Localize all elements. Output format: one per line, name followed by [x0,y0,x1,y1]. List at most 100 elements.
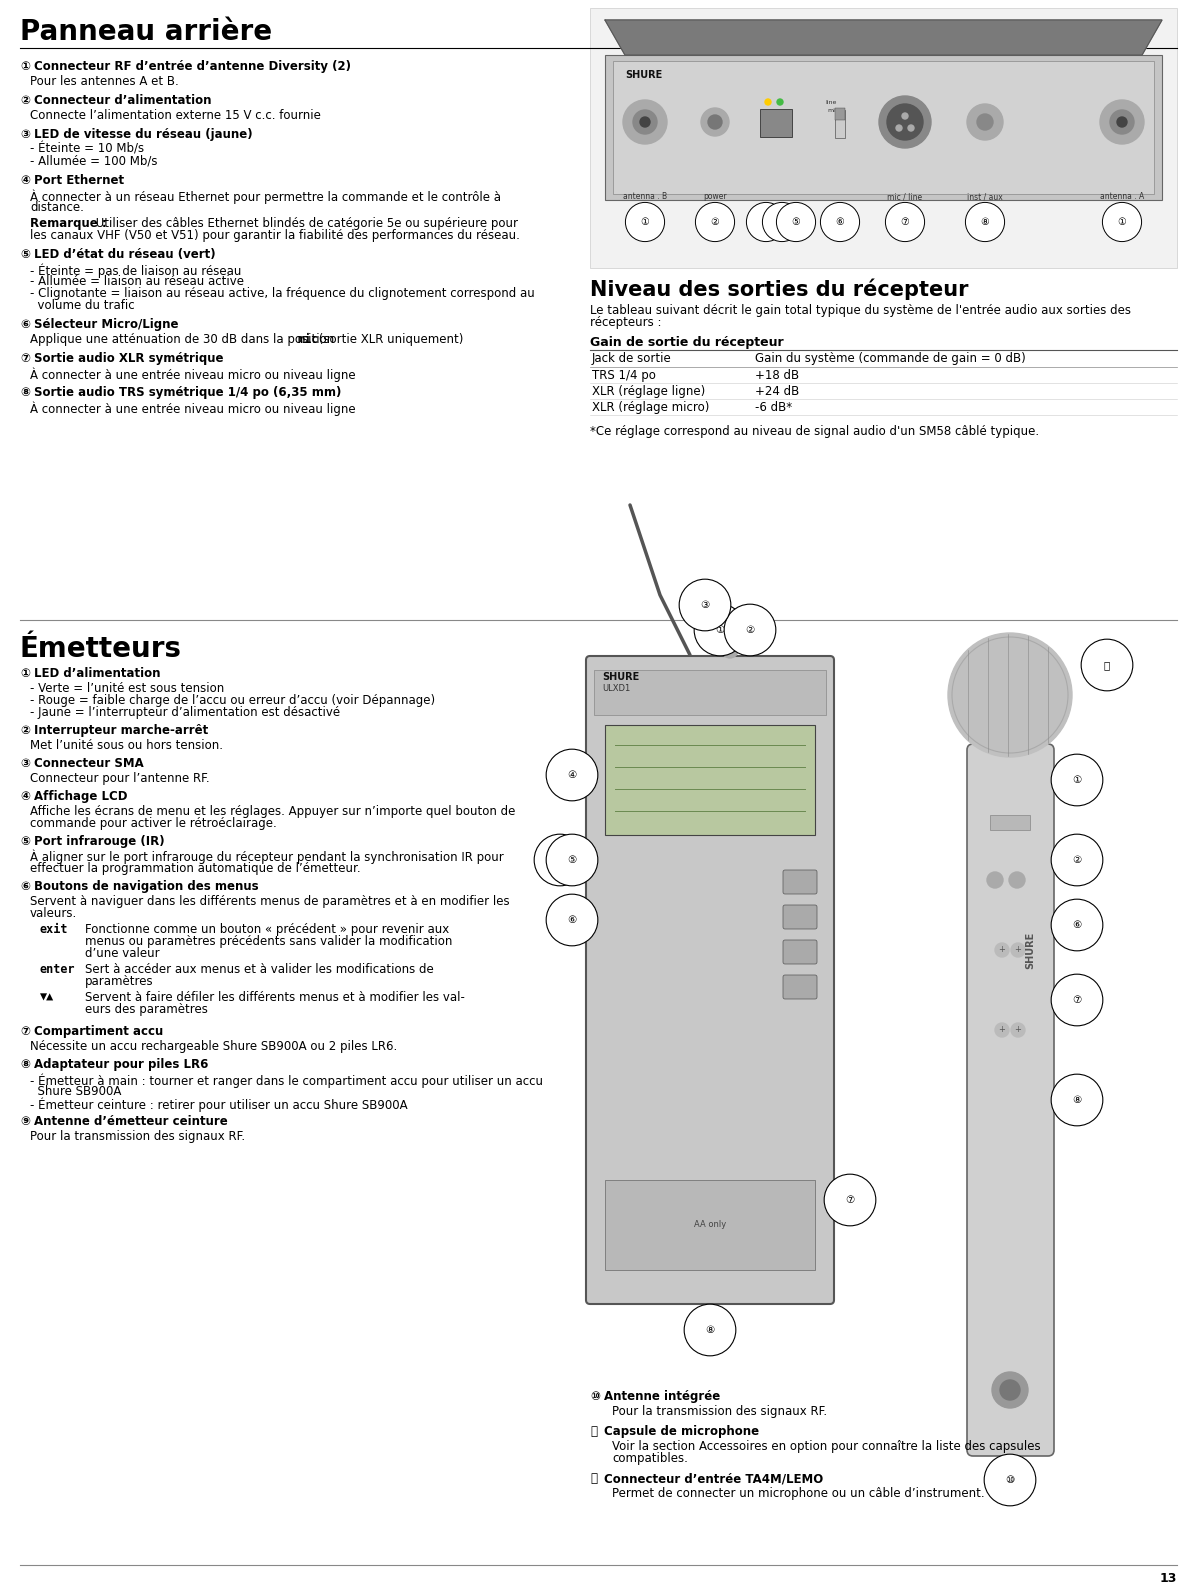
Text: Niveau des sorties du récepteur: Niveau des sorties du récepteur [590,278,968,299]
Text: ⑫: ⑫ [590,1471,597,1485]
Text: ⑤: ⑤ [20,835,30,848]
Text: XLR (réglage micro): XLR (réglage micro) [593,400,710,414]
Text: TRS 1/4 po: TRS 1/4 po [593,369,656,381]
Text: Connecteur pour l’antenne RF.: Connecteur pour l’antenne RF. [30,772,209,785]
Text: ⑥: ⑥ [20,880,30,892]
Text: ④: ④ [778,217,786,226]
Circle shape [1110,111,1134,134]
Text: +: + [1015,1025,1021,1035]
Text: - Éteinte = pas de liaison au réseau: - Éteinte = pas de liaison au réseau [30,263,242,277]
Text: ⑥: ⑥ [567,914,577,925]
Text: Sortie audio TRS symétrique 1/4 po (6,35 mm): Sortie audio TRS symétrique 1/4 po (6,35… [34,386,341,399]
Text: Adaptateur pour piles LR6: Adaptateur pour piles LR6 [34,1058,208,1071]
Circle shape [909,125,915,131]
Text: commande pour activer le rétroéclairage.: commande pour activer le rétroéclairage. [30,816,277,831]
Circle shape [1117,117,1128,127]
Text: - Allumée = 100 Mb/s: - Allumée = 100 Mb/s [30,155,158,168]
Text: ⑦: ⑦ [845,1194,855,1205]
Polygon shape [604,21,1162,55]
Text: - Émetteur ceinture : retirer pour utiliser un accu Shure SB900A: - Émetteur ceinture : retirer pour utili… [30,1096,408,1112]
Text: - Jaune = l’interrupteur d’alimentation est désactivé: - Jaune = l’interrupteur d’alimentation … [30,706,340,718]
Text: ①: ① [640,217,650,226]
Text: XLR (réglage ligne): XLR (réglage ligne) [593,384,705,399]
Text: ⑦: ⑦ [900,217,910,226]
Text: ⑩: ⑩ [1005,1474,1015,1485]
Text: Applique une atténuation de 30 dB dans la position: Applique une atténuation de 30 dB dans l… [30,332,338,346]
Text: Fonctionne comme un bouton « précédent » pour revenir aux: Fonctionne comme un bouton « précédent »… [85,922,449,937]
Text: Connecte l’alimentation externe 15 V c.c. fournie: Connecte l’alimentation externe 15 V c.c… [30,109,321,122]
Text: paramètres: paramètres [85,975,153,989]
Text: Voir la section Accessoires en option pour connaître la liste des capsules: Voir la section Accessoires en option po… [612,1440,1040,1452]
Text: valeurs.: valeurs. [30,906,78,921]
Circle shape [977,114,994,130]
Text: effectuer la programmation automatique de l’émetteur.: effectuer la programmation automatique d… [30,862,360,875]
Bar [604,1180,815,1270]
Text: ④: ④ [20,174,30,187]
FancyBboxPatch shape [783,975,818,998]
Text: ⑧: ⑧ [980,217,990,226]
Circle shape [887,104,923,139]
Text: d’une valeur: d’une valeur [85,948,159,960]
Circle shape [1011,1024,1025,1036]
Circle shape [879,97,931,149]
Text: ②: ② [1073,854,1082,865]
Text: ⑪: ⑪ [590,1425,597,1438]
Text: exit: exit [40,922,68,937]
Text: Connecteur RF d’entrée d’antenne Diversity (2): Connecteur RF d’entrée d’antenne Diversi… [34,60,351,73]
Text: +24 dB: +24 dB [755,384,800,399]
Text: À connecter à une entrée niveau micro ou niveau ligne: À connecter à une entrée niveau micro ou… [30,400,356,416]
Text: Pour les antennes A et B.: Pour les antennes A et B. [30,74,178,89]
Text: Sélecteur Micro/Ligne: Sélecteur Micro/Ligne [34,318,178,331]
Text: ③: ③ [761,217,771,226]
Text: LED d’alimentation: LED d’alimentation [34,668,160,680]
Text: Affiche les écrans de menu et les réglages. Appuyer sur n’importe quel bouton de: Affiche les écrans de menu et les réglag… [30,805,516,818]
Circle shape [701,108,729,136]
Text: +: + [998,1025,1005,1035]
Text: À connecter à une entrée niveau micro ou niveau ligne: À connecter à une entrée niveau micro ou… [30,367,356,381]
Text: Pour la transmission des signaux RF.: Pour la transmission des signaux RF. [30,1130,245,1144]
Bar [594,671,826,715]
FancyBboxPatch shape [587,657,834,1304]
Text: Servent à naviguer dans les différents menus de paramètres et à en modifier les: Servent à naviguer dans les différents m… [30,895,510,908]
Text: ⑦: ⑦ [20,353,30,365]
Text: AA only: AA only [694,1220,727,1229]
Text: les canaux VHF (V50 et V51) pour garantir la fiabilité des performances du résea: les canaux VHF (V50 et V51) pour garanti… [30,229,519,242]
Text: récepteurs :: récepteurs : [590,316,662,329]
Text: ▼▲: ▼▲ [40,990,54,1005]
Text: - Rouge = faible charge de l’accu ou erreur d’accu (voir Dépannage): - Rouge = faible charge de l’accu ou err… [30,694,436,707]
Circle shape [999,1380,1020,1400]
Text: eurs des paramètres: eurs des paramètres [85,1003,208,1016]
Text: - Verte = l’unité est sous tension: - Verte = l’unité est sous tension [30,682,224,694]
Bar [604,55,1162,199]
Circle shape [633,111,657,134]
Text: ⑤: ⑤ [567,854,577,865]
Text: Antenne d’émetteur ceinture: Antenne d’émetteur ceinture [34,1115,227,1128]
Text: LED d’état du réseau (vert): LED d’état du réseau (vert) [34,248,215,261]
Text: ①: ① [1118,217,1126,226]
Bar [604,725,815,835]
Text: - Éteinte = 10 Mb/s: - Éteinte = 10 Mb/s [30,142,144,157]
Text: ⑥: ⑥ [20,318,30,331]
Text: ⑩: ⑩ [590,1391,600,1403]
Bar [760,109,792,138]
Text: Gain du système (commande de gain = 0 dB): Gain du système (commande de gain = 0 dB… [755,353,1026,365]
Circle shape [967,104,1003,139]
Text: volume du trafic: volume du trafic [30,299,134,312]
Text: À aligner sur le port infrarouge du récepteur pendant la synchronisation IR pour: À aligner sur le port infrarouge du réce… [30,850,504,864]
Text: ②: ② [20,725,30,737]
Circle shape [992,1372,1028,1408]
Text: inst / aux: inst / aux [967,191,1003,201]
Circle shape [1011,943,1025,957]
Text: ⑨: ⑨ [555,854,565,865]
Text: Antenne intégrée: Antenne intégrée [604,1391,721,1403]
Text: ⑦: ⑦ [20,1025,30,1038]
Text: Shure SB900A: Shure SB900A [30,1085,121,1098]
Text: Permet de connecter un microphone ou un câble d’instrument.: Permet de connecter un microphone ou un … [612,1487,985,1500]
Text: Connecteur SMA: Connecteur SMA [34,758,144,770]
Text: Utiliser des câbles Ethernet blindés de catégorie 5e ou supérieure pour: Utiliser des câbles Ethernet blindés de … [92,217,518,229]
Circle shape [948,633,1073,758]
Text: ②: ② [746,625,754,634]
Text: Interrupteur marche-arrêt: Interrupteur marche-arrêt [34,725,208,737]
Text: antenna . A: antenna . A [1100,191,1144,201]
Text: Affichage LCD: Affichage LCD [34,789,128,804]
